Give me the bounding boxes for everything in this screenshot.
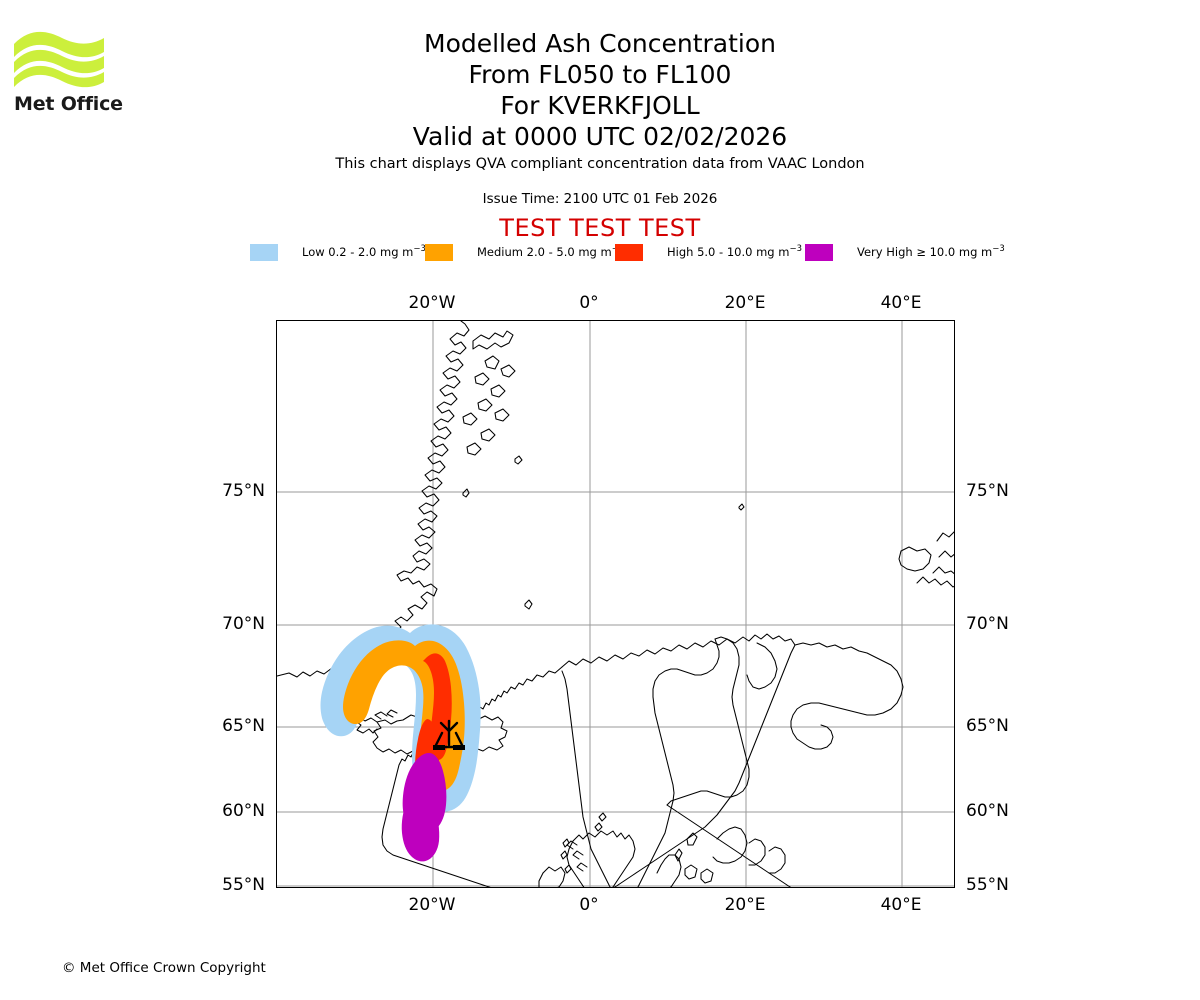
map-canvas	[277, 321, 954, 887]
legend-item-medium: Medium 2.0 - 5.0 mg m−3	[425, 241, 624, 263]
legend-swatch-low	[250, 243, 278, 261]
lat-label-right-4: 55°N	[966, 875, 1009, 895]
lat-label-left-0: 75°N	[222, 481, 265, 501]
lat-label-left-4: 55°N	[222, 875, 265, 895]
coastlines	[277, 321, 954, 887]
qva-compliance-note: This chart displays QVA compliant concen…	[335, 156, 865, 172]
test-banner: TEST TEST TEST	[499, 214, 701, 242]
legend-swatch-high	[615, 243, 643, 261]
lat-label-right-3: 60°N	[966, 801, 1009, 821]
lat-label-left-1: 70°N	[222, 614, 265, 634]
legend-item-high: High 5.0 - 10.0 mg m−3	[615, 241, 802, 263]
lat-label-left-2: 65°N	[222, 716, 265, 736]
title-line-2: From FL050 to FL100	[468, 60, 732, 89]
copyright-text: © Met Office Crown Copyright	[62, 960, 266, 976]
chart-title-block: Modelled Ash Concentration From FL050 to…	[0, 28, 1200, 152]
lon-label-bottom-0: 20°W	[408, 895, 456, 915]
lon-label-bottom-1: 0°	[579, 895, 599, 915]
concentration-legend: Low 0.2 - 2.0 mg m−3 Medium 2.0 - 5.0 mg …	[250, 241, 1005, 263]
lat-label-right-0: 75°N	[966, 481, 1009, 501]
met-office-wordmark: Met Office	[14, 93, 123, 115]
lat-label-right-2: 65°N	[966, 716, 1009, 736]
lon-label-top-3: 40°E	[880, 293, 922, 313]
legend-swatch-very-high	[805, 243, 833, 261]
lon-label-bottom-2: 20°E	[724, 895, 766, 915]
map-gridlines	[277, 321, 954, 887]
lon-label-top-0: 20°W	[408, 293, 456, 313]
lon-label-top-1: 0°	[579, 293, 599, 313]
legend-label-very-high: Very High ≥ 10.0 mg m−3	[857, 244, 1005, 259]
legend-swatch-medium	[425, 243, 453, 261]
title-line-3: For KVERKFJOLL	[500, 91, 700, 120]
lon-label-top-2: 20°E	[724, 293, 766, 313]
legend-label-medium: Medium 2.0 - 5.0 mg m−3	[477, 245, 624, 259]
lon-label-bottom-3: 40°E	[880, 895, 922, 915]
lat-label-left-3: 60°N	[222, 801, 265, 821]
met-office-waves-logo-icon	[14, 31, 104, 88]
title-line-1: Modelled Ash Concentration	[424, 29, 776, 58]
title-line-4: Valid at 0000 UTC 02/02/2026	[412, 122, 788, 151]
ash-plume-very-high	[401, 753, 447, 862]
met-office-logo: Met Office	[12, 22, 212, 122]
legend-label-low: Low 0.2 - 2.0 mg m−3	[302, 244, 426, 259]
map-frame	[276, 320, 955, 888]
legend-item-low: Low 0.2 - 2.0 mg m−3	[250, 241, 426, 263]
ash-concentration-map: 20°W 0° 20°E 40°E 20°W 0° 20°E 40°E 75°N…	[222, 293, 1009, 915]
volcano-base	[433, 745, 465, 750]
lat-label-right-1: 70°N	[966, 614, 1009, 634]
issue-time-text: Issue Time: 2100 UTC 01 Feb 2026	[482, 191, 718, 207]
legend-item-very-high: Very High ≥ 10.0 mg m−3	[805, 241, 1005, 263]
legend-label-high: High 5.0 - 10.0 mg m−3	[667, 244, 802, 259]
